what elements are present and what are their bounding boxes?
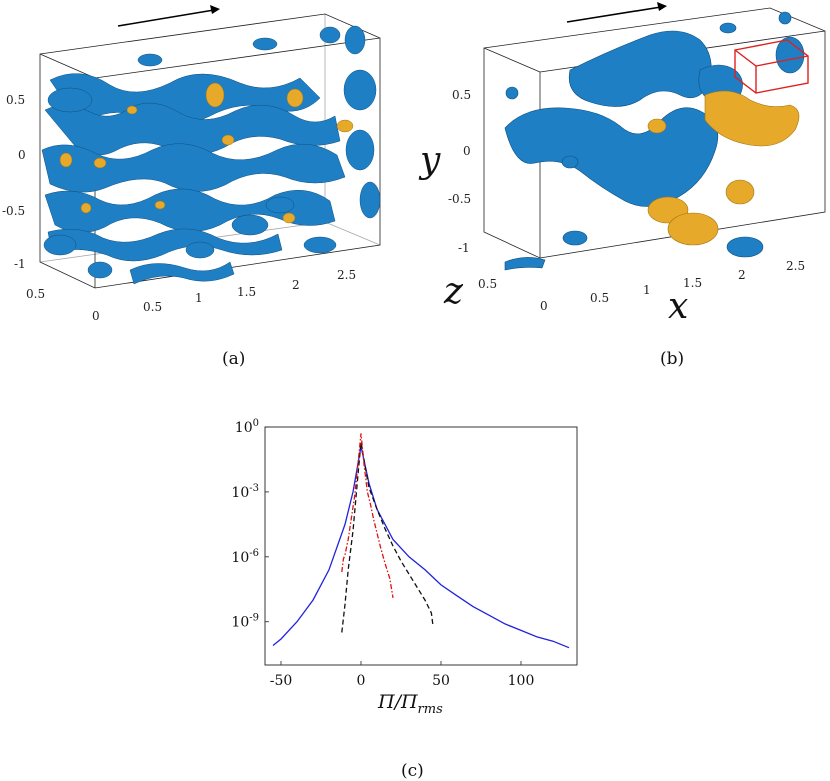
blue-isosurfaces: [504, 11, 805, 271]
panel-b-3d-plot: 0.5 0 -0.5 -1 0.5 0 0.5 1 1.5 2 2.5 y z …: [418, 2, 826, 369]
y-tick-label: 100: [235, 418, 259, 436]
flow-arrow: [566, 6, 662, 23]
x-tick-label: 50: [432, 673, 450, 689]
yellow-isosurfaces: [59, 82, 354, 224]
flow-arrow-head: [657, 2, 667, 11]
y-tick-label: 10-9: [231, 613, 259, 631]
b-xtick-2.5: 2.5: [786, 259, 805, 273]
b-zlabel: z: [443, 271, 464, 312]
chart-series-group: [272, 433, 570, 649]
caption-c: (c): [401, 761, 424, 781]
b-xtick-1: 1: [643, 283, 651, 297]
series-line-black-dashed: [341, 441, 434, 633]
a-xtick-2: 2: [292, 278, 300, 292]
b-ztick-0: 0: [540, 299, 548, 313]
caption-a: (a): [222, 349, 245, 369]
caption-b: (b): [660, 349, 684, 369]
a-ztick-0.5: 0.5: [26, 287, 45, 301]
a-ytick--0.5: -0.5: [2, 204, 25, 218]
chart-axes-group: -50 0 50 100 100 10-3 10-6 10-9: [231, 418, 534, 689]
chart-xlabel: Π/Πrms: [377, 691, 443, 717]
a-xtick-1.5: 1.5: [237, 285, 256, 299]
a-ztick-0: 0: [92, 309, 100, 323]
panel-a-3d-plot: 0.5 0 -0.5 -1 0.5 0 0.5 1 1.5 2 2.5 (a): [2, 5, 381, 369]
b-ztick-0.5: 0.5: [478, 277, 497, 291]
b-ytick--0.5: -0.5: [448, 192, 471, 206]
a-xtick-1: 1: [195, 291, 203, 305]
b-xtick-0.5: 0.5: [590, 291, 609, 305]
a-xtick-0.5: 0.5: [143, 300, 162, 314]
x-tick-label: 100: [508, 673, 535, 689]
x-tick-label: 0: [357, 673, 366, 689]
series-line-red-dashdot: [341, 433, 394, 599]
yellow-isosurfaces: [647, 90, 800, 246]
series-line-blue-solid: [272, 446, 570, 649]
blue-isosurfaces: [41, 25, 381, 285]
y-tick-label: 10-3: [231, 483, 259, 501]
flow-arrow-head: [210, 5, 220, 14]
a-xtick-2.5: 2.5: [337, 268, 356, 282]
b-ylabel: y: [418, 140, 441, 181]
b-xtick-1.5: 1.5: [683, 276, 702, 290]
b-xlabel: x: [668, 286, 688, 327]
chart-plot-area: [264, 426, 578, 666]
b-ytick-0: 0: [463, 144, 471, 158]
b-ytick--1: -1: [458, 241, 470, 255]
b-xtick-2: 2: [738, 268, 746, 282]
panel-c-chart: -50 0 50 100 100 10-3 10-6 10-9 Π/Πrms (c): [231, 418, 578, 781]
b-ytick-0.5: 0.5: [452, 88, 471, 102]
a-ytick-0: 0: [18, 148, 26, 162]
x-tick-label: -50: [270, 673, 293, 689]
y-tick-label: 10-6: [231, 548, 259, 566]
highlight-subvolume-box: [734, 39, 809, 94]
flow-arrow: [117, 9, 215, 27]
a-ytick--1: -1: [14, 257, 26, 271]
a-ytick-0.5: 0.5: [6, 93, 25, 107]
